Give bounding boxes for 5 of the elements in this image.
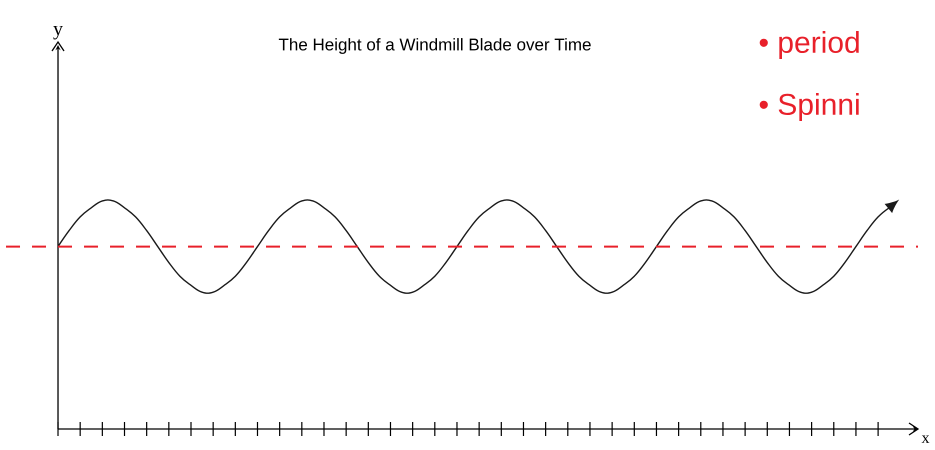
text: y (53, 26, 63, 40)
text: x (922, 436, 930, 443)
text: • Spinni (760, 93, 859, 121)
chart-title: The Height of a Windmill Blade over Time (278, 38, 591, 54)
text: • period (760, 31, 859, 59)
